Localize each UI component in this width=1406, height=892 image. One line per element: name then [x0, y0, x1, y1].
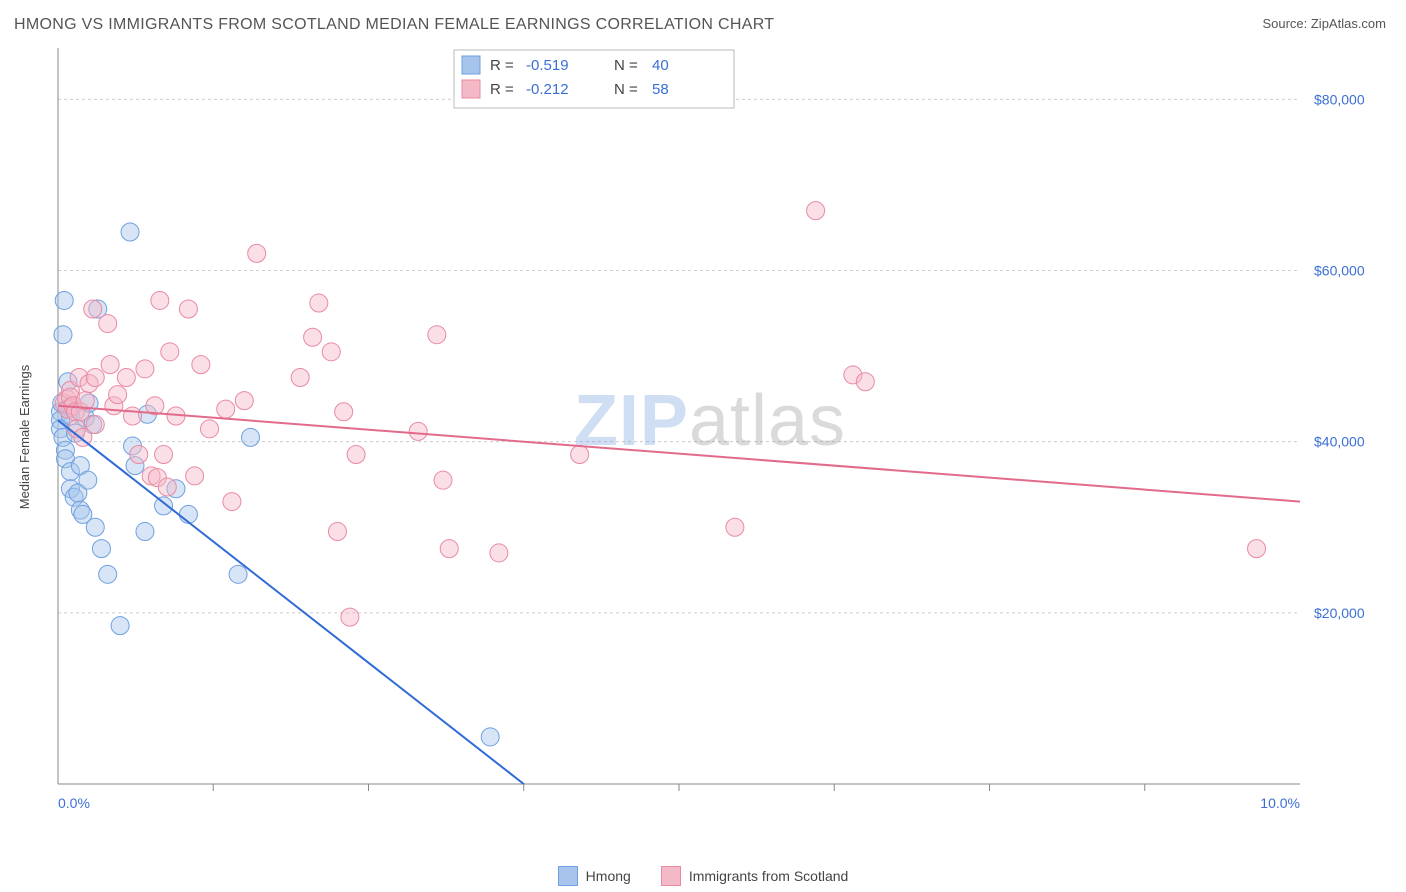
legend-swatch [558, 866, 578, 886]
data-point-hmong [86, 518, 104, 536]
data-point-scotland [117, 368, 135, 386]
chart-title: HMONG VS IMMIGRANTS FROM SCOTLAND MEDIAN… [14, 16, 774, 34]
data-point-scotland [158, 478, 176, 496]
y-tick-label: $40,000 [1314, 434, 1365, 450]
y-axis-label: Median Female Earnings [17, 365, 32, 510]
source-name: ZipAtlas.com [1311, 16, 1386, 31]
x-tick-label: 10.0% [1260, 795, 1300, 811]
legend-swatch [462, 56, 480, 74]
data-point-scotland [409, 422, 427, 440]
data-point-scotland [428, 326, 446, 344]
data-point-scotland [322, 343, 340, 361]
data-point-scotland [856, 373, 874, 391]
legend-r-label: R = [490, 81, 514, 98]
legend-label: Hmong [586, 868, 631, 884]
x-tick-label: 0.0% [58, 795, 90, 811]
data-point-hmong [155, 497, 173, 515]
data-point-hmong [179, 505, 197, 523]
data-point-scotland [1248, 540, 1266, 558]
data-point-scotland [151, 291, 169, 309]
legend-item: Hmong [558, 866, 631, 886]
legend-r-value: -0.212 [526, 81, 569, 98]
data-point-scotland [248, 244, 266, 262]
legend-n-value: 40 [652, 57, 669, 74]
y-tick-label: $60,000 [1314, 263, 1365, 279]
source-prefix: Source: [1262, 16, 1310, 31]
data-point-hmong [229, 565, 247, 583]
data-point-hmong [79, 471, 97, 489]
legend-n-value: 58 [652, 81, 669, 98]
legend-swatch [661, 866, 681, 886]
chart-container: Median Female Earnings 0.0% 10.0% $20,000 $… [14, 42, 1406, 832]
data-point-scotland [335, 403, 353, 421]
data-point-scotland [161, 343, 179, 361]
data-point-scotland [155, 446, 173, 464]
data-point-scotland [235, 392, 253, 410]
data-point-hmong [55, 291, 73, 309]
legend-item: Immigrants from Scotland [661, 866, 849, 886]
data-point-scotland [223, 493, 241, 511]
scatter-plot: 0.0% 10.0% $20,000 $40,000 $60,000 $80,000 R =… [14, 42, 1390, 832]
source-attribution: Source: ZipAtlas.com [1262, 16, 1386, 31]
data-point-scotland [179, 300, 197, 318]
data-point-scotland [726, 518, 744, 536]
data-point-scotland [807, 202, 825, 220]
data-point-scotland [310, 294, 328, 312]
data-point-scotland [328, 523, 346, 541]
y-tick-label: $80,000 [1314, 91, 1365, 107]
legend-top: R = -0.519 N = 40 R = -0.212 N = 58 [454, 50, 734, 108]
data-point-scotland [124, 407, 142, 425]
data-point-scotland [192, 356, 210, 374]
data-point-scotland [186, 467, 204, 485]
data-point-scotland [571, 446, 589, 464]
data-point-scotland [217, 400, 235, 418]
data-point-scotland [291, 368, 309, 386]
data-point-scotland [84, 300, 102, 318]
header: HMONG VS IMMIGRANTS FROM SCOTLAND MEDIAN… [0, 0, 1406, 42]
legend-bottom: Hmong Immigrants from Scotland [0, 866, 1406, 886]
data-point-hmong [99, 565, 117, 583]
data-point-scotland [99, 315, 117, 333]
data-point-scotland [440, 540, 458, 558]
legend-swatch [462, 80, 480, 98]
data-point-scotland [434, 471, 452, 489]
data-point-hmong [111, 617, 129, 635]
y-tick-label: $20,000 [1314, 605, 1365, 621]
data-point-scotland [304, 328, 322, 346]
legend-r-value: -0.519 [526, 57, 569, 74]
data-point-scotland [109, 386, 127, 404]
data-point-scotland [341, 608, 359, 626]
trend-line-scotland [58, 406, 1300, 502]
data-point-hmong [121, 223, 139, 241]
legend-r-label: R = [490, 57, 514, 74]
legend-n-label: N = [614, 57, 638, 74]
data-point-scotland [101, 356, 119, 374]
data-point-hmong [242, 428, 260, 446]
trend-line-hmong [58, 420, 524, 784]
data-point-scotland [201, 420, 219, 438]
data-point-scotland [490, 544, 508, 562]
data-point-scotland [130, 446, 148, 464]
data-point-scotland [347, 446, 365, 464]
data-point-hmong [136, 523, 154, 541]
data-point-scotland [86, 416, 104, 434]
data-point-hmong [54, 326, 72, 344]
legend-n-label: N = [614, 81, 638, 98]
data-point-hmong [481, 728, 499, 746]
data-point-scotland [86, 368, 104, 386]
legend-label: Immigrants from Scotland [689, 868, 849, 884]
data-point-scotland [136, 360, 154, 378]
data-point-hmong [92, 540, 110, 558]
